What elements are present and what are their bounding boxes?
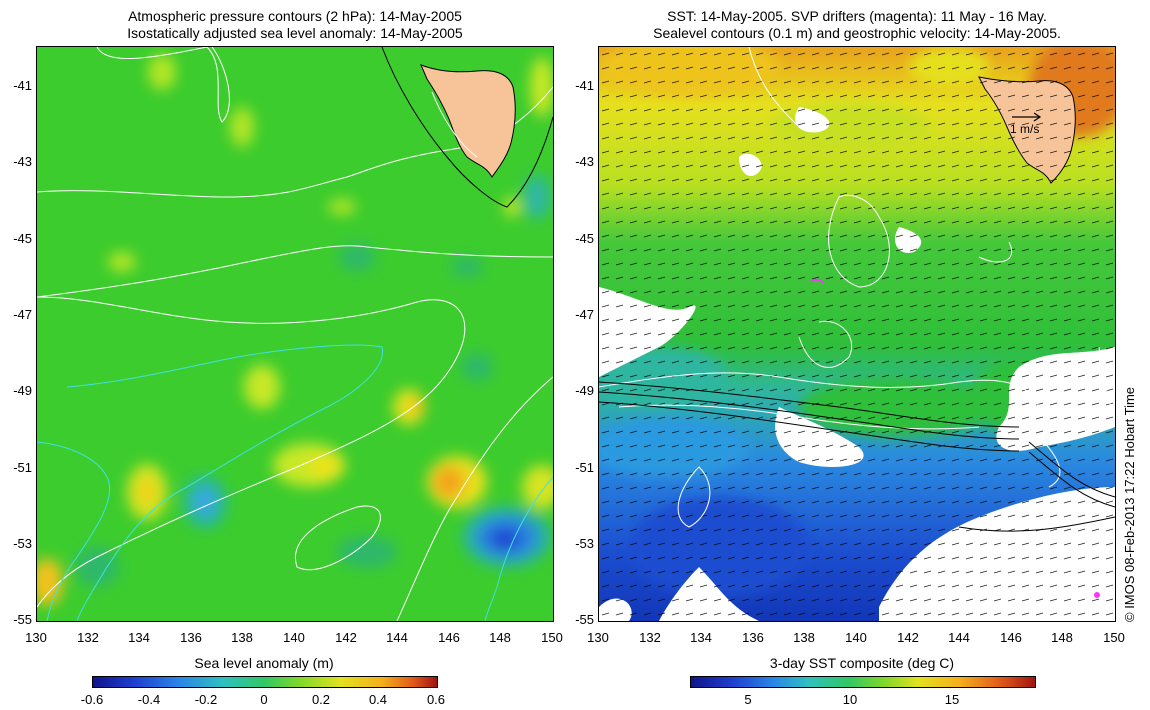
sealevel-contours: [599, 47, 1115, 528]
left-x-tick-label: 144: [386, 630, 408, 645]
left-title-line2: Isostatically adjusted sea level anomaly…: [127, 25, 463, 41]
sst-colorbar-tick: 10: [842, 692, 858, 707]
sst-colorbar: [690, 676, 1036, 688]
sla-colorbar-tick: 0: [260, 692, 268, 707]
tasmania-land: [420, 64, 516, 178]
sst-map: [598, 46, 1116, 622]
right-y-tick-label: -45: [575, 231, 594, 246]
right-x-tick-label: 132: [639, 630, 661, 645]
left-x-tick-label: 134: [128, 630, 150, 645]
sst-colorbar-tick: 5: [744, 692, 752, 707]
left-y-tick-label: -45: [13, 231, 32, 246]
tasmania-contour: [431, 91, 478, 158]
sla-colorbar-tick: 0.4: [368, 692, 388, 707]
left-y-tick-label: -47: [13, 307, 32, 322]
sla-colorbar: [92, 676, 438, 688]
cyan-contours: [37, 344, 553, 621]
right-x-tick-label: 148: [1051, 630, 1073, 645]
right-x-tick-label: 144: [948, 630, 970, 645]
right-colorbar-title: 3-day SST composite (deg C): [769, 655, 955, 671]
left-y-tick-label: -53: [13, 536, 32, 551]
right-y-tick-label: -53: [575, 536, 594, 551]
sla-colorbar-tick: -0.2: [194, 692, 218, 707]
svp-drifters: [810, 278, 1100, 598]
right-x-tick-label: 150: [1103, 630, 1125, 645]
sla-field-svg: [37, 47, 553, 621]
right-x-tick-label: 138: [793, 630, 815, 645]
left-x-tick-label: 146: [438, 630, 460, 645]
right-x-tick-label: 146: [1000, 630, 1022, 645]
scale-arrow-icon: [1012, 112, 1042, 122]
sea-level-anomaly-map: [36, 46, 554, 622]
coast-contour: [381, 47, 553, 208]
left-y-tick-label: -51: [13, 460, 32, 475]
left-x-tick-label: 138: [231, 630, 253, 645]
left-colorbar-title: Sea level anomaly (m): [194, 655, 334, 671]
sst-field-svg: [599, 47, 1115, 621]
right-x-tick-label: 130: [587, 630, 609, 645]
right-x-tick-label: 134: [690, 630, 712, 645]
drifter-marker: [1094, 592, 1100, 598]
right-y-tick-label: -55: [575, 612, 594, 627]
right-x-tick-label: 136: [742, 630, 764, 645]
sst-colorbar-tick: 15: [944, 692, 960, 707]
sla-colorbar-tick: -0.4: [137, 692, 161, 707]
left-x-tick-label: 140: [283, 630, 305, 645]
left-x-tick-label: 150: [541, 630, 563, 645]
velocity-scale-arrow: 1 m/s: [1010, 112, 1050, 136]
drifter-track: [810, 278, 824, 284]
right-y-tick-label: -51: [575, 460, 594, 475]
sla-colorbar-tick: 0.6: [426, 692, 446, 707]
left-x-tick-label: 136: [180, 630, 202, 645]
left-y-tick-label: -43: [13, 154, 32, 169]
right-y-tick-label: -49: [575, 383, 594, 398]
sla-colorbar-tick: 0.2: [311, 692, 331, 707]
right-title-line2: Sealevel contours (0.1 m) and geostrophi…: [653, 25, 1061, 41]
left-x-tick-label: 142: [335, 630, 357, 645]
left-y-tick-label: -55: [13, 612, 32, 627]
right-x-tick-label: 142: [897, 630, 919, 645]
left-x-tick-label: 132: [77, 630, 99, 645]
left-y-tick-label: -49: [13, 383, 32, 398]
geostrophic-velocity-arrows: [599, 47, 1115, 621]
left-x-tick-label: 130: [25, 630, 47, 645]
right-y-tick-label: -47: [575, 307, 594, 322]
copyright-notice: © IMOS 08-Feb-2013 17:22 Hobart Time: [1122, 386, 1137, 622]
velocity-scale-label: 1 m/s: [1010, 122, 1040, 136]
left-title-line1: Atmospheric pressure contours (2 hPa): 1…: [128, 8, 462, 24]
left-y-tick-label: -41: [13, 78, 32, 93]
right-y-tick-label: -43: [575, 154, 594, 169]
right-x-tick-label: 140: [845, 630, 867, 645]
left-title: Atmospheric pressure contours (2 hPa): 1…: [36, 8, 554, 42]
right-title-line1: SST: 14-May-2005. SVP drifters (magenta)…: [667, 8, 1047, 24]
velocity-streamlines: [599, 381, 1115, 532]
right-y-tick-label: -41: [575, 78, 594, 93]
left-x-tick-label: 148: [489, 630, 511, 645]
sla-colorbar-tick: -0.6: [80, 692, 104, 707]
right-title: SST: 14-May-2005. SVP drifters (magenta)…: [598, 8, 1116, 42]
